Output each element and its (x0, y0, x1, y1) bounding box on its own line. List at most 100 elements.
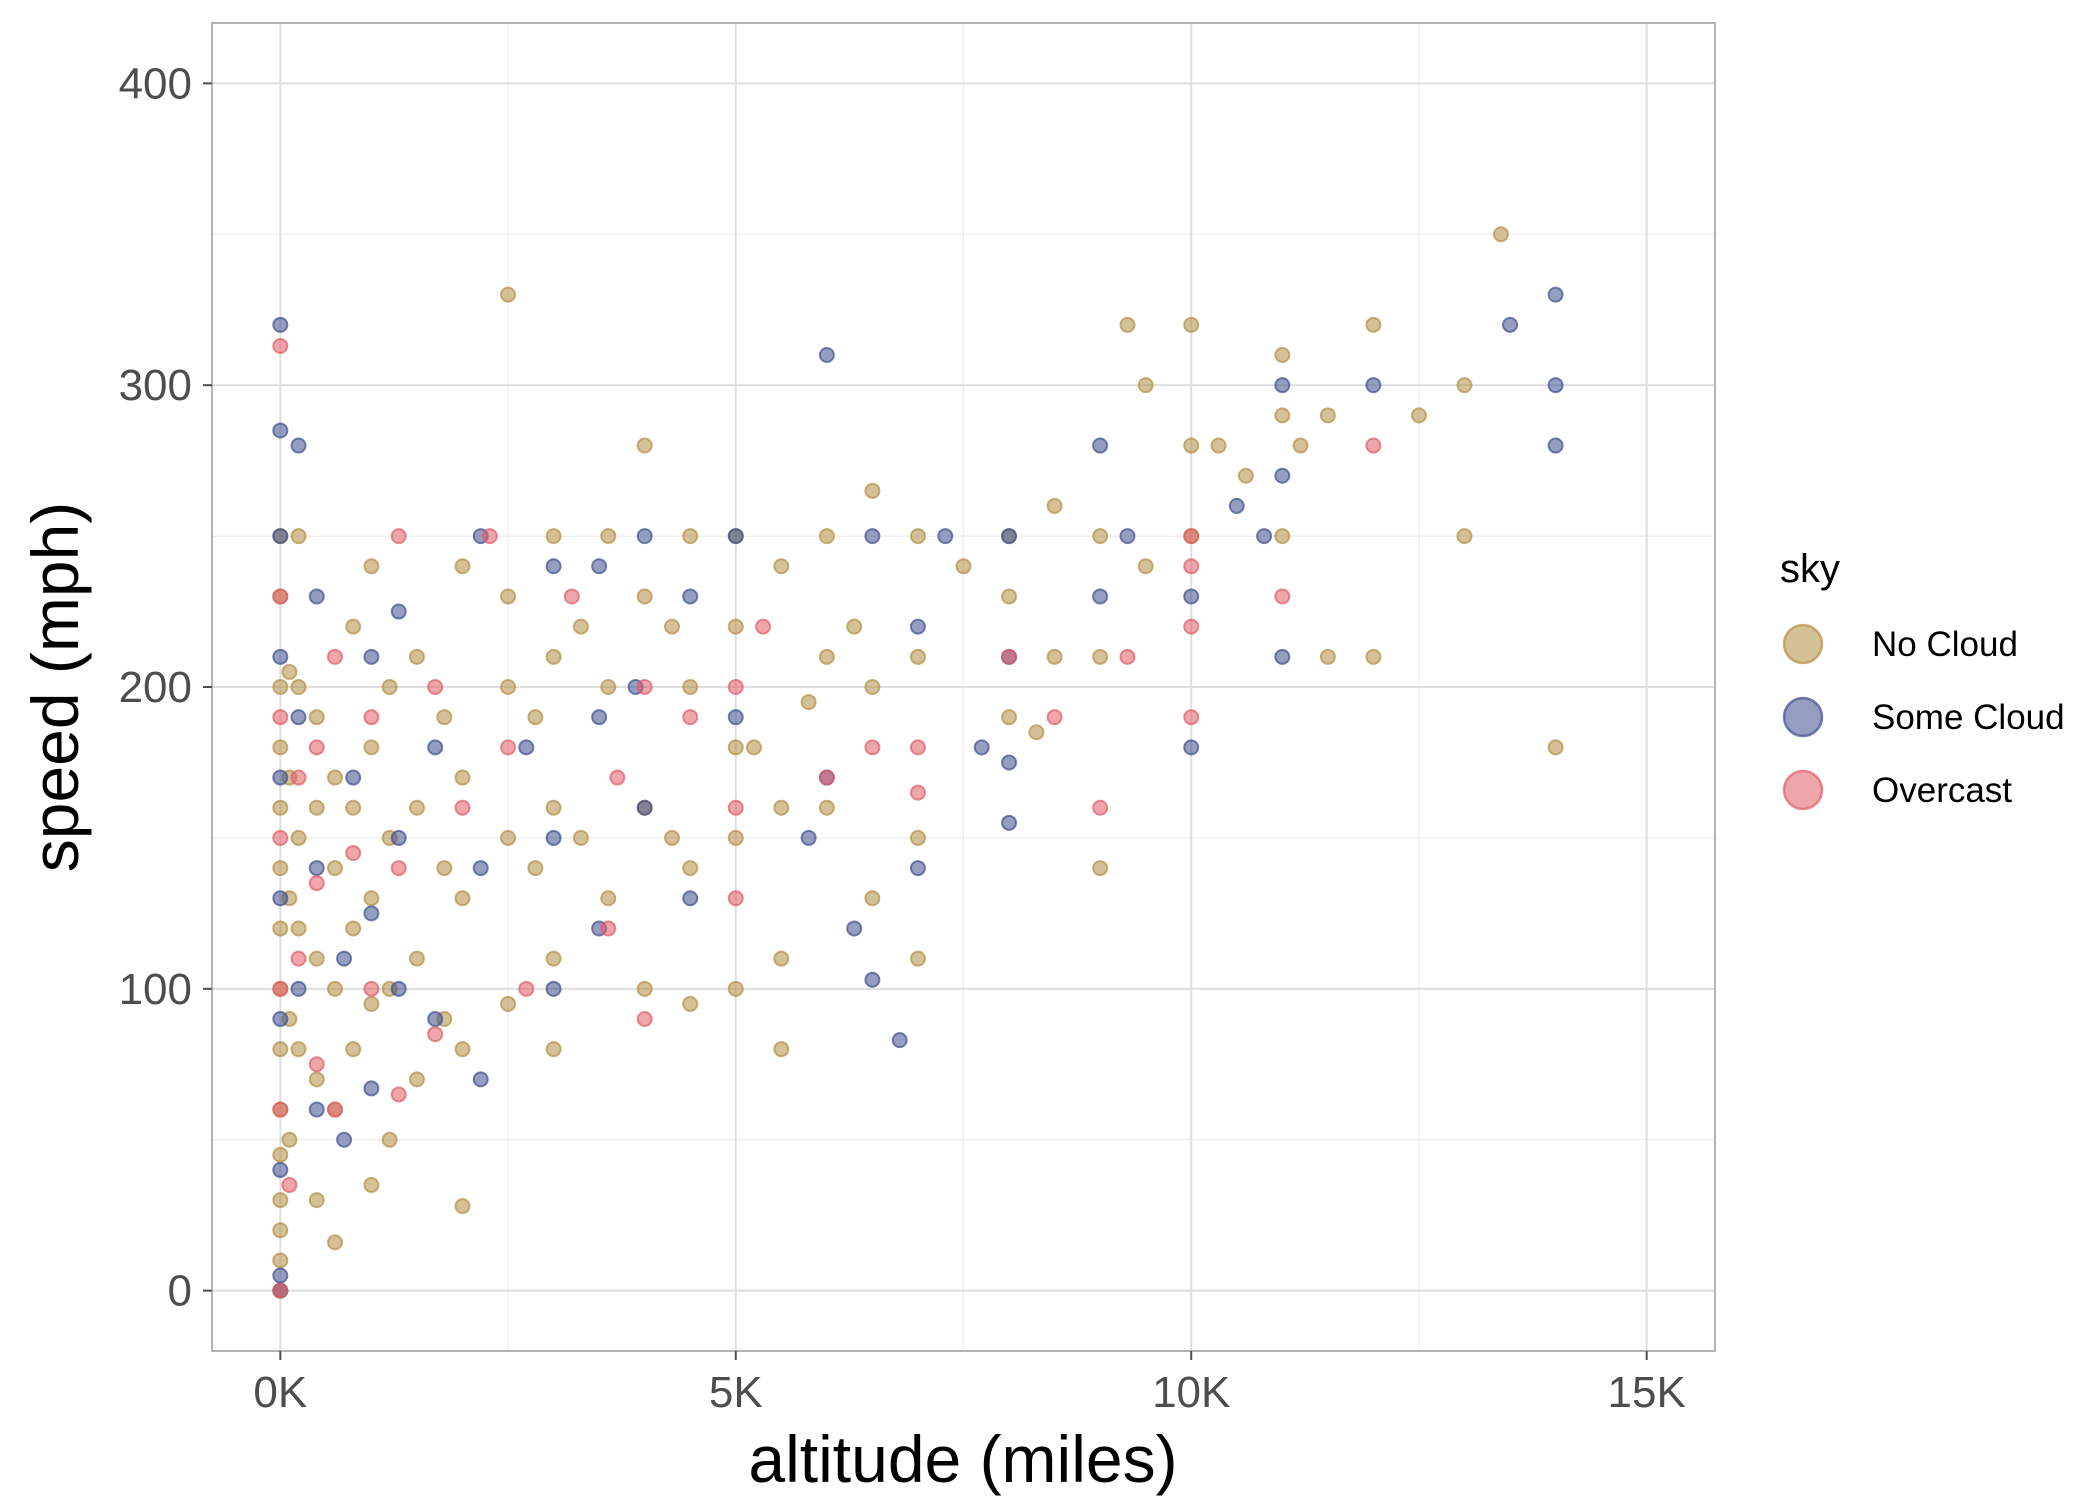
data-point (682, 679, 699, 695)
data-point (909, 829, 926, 846)
data-point (727, 799, 744, 816)
data-point (500, 829, 517, 846)
y-tick-label: 100 (119, 965, 192, 1014)
data-point (345, 845, 362, 861)
data-point (773, 1041, 790, 1058)
data-point (272, 588, 289, 605)
y-axis-ticks: 0 100 200 300 400 (119, 59, 212, 1316)
data-point (1210, 437, 1227, 454)
data-point (636, 588, 653, 605)
data-point (727, 618, 744, 635)
data-point (1183, 709, 1200, 726)
data-point (500, 286, 517, 303)
data-point (272, 528, 289, 545)
data-point (272, 980, 289, 997)
data-point (1137, 558, 1154, 575)
legend-key (1782, 623, 1824, 665)
data-point (472, 1071, 489, 1088)
data-point (290, 769, 307, 786)
data-point (1274, 528, 1291, 545)
data-point (1092, 799, 1109, 816)
data-point (427, 1026, 444, 1043)
data-point (664, 618, 681, 635)
data-point (326, 1234, 343, 1251)
data-point (937, 528, 954, 545)
data-point (909, 739, 926, 756)
data-point (390, 829, 407, 846)
data-point (818, 528, 835, 545)
data-point (591, 709, 608, 726)
data-point (755, 618, 772, 635)
data-point (1319, 407, 1336, 424)
data-point (272, 829, 289, 846)
data-point (1274, 407, 1291, 424)
data-point (281, 1131, 298, 1148)
data-point (600, 890, 617, 907)
data-point (272, 1192, 289, 1209)
data-point (500, 739, 517, 756)
x-tick-label: 0K (253, 1368, 307, 1417)
y-tick-label: 0 (168, 1267, 192, 1316)
data-point (390, 980, 407, 997)
data-point (846, 920, 863, 937)
data-point (1001, 528, 1018, 545)
data-point (408, 648, 425, 665)
legend: sky No Cloud Some Cloud Overcast (1780, 547, 2065, 811)
data-point (773, 558, 790, 575)
series-overcast (272, 337, 1382, 1299)
data-point (545, 558, 562, 575)
data-point (290, 709, 307, 726)
data-point (308, 1071, 325, 1088)
data-point (272, 1282, 289, 1299)
data-point (1119, 316, 1136, 333)
data-point (1028, 724, 1045, 741)
data-point (345, 618, 362, 635)
data-point (1410, 407, 1427, 424)
data-point (272, 1267, 289, 1284)
data-point (1092, 528, 1109, 545)
data-point (272, 316, 289, 333)
data-point (909, 950, 926, 967)
data-point (545, 1041, 562, 1058)
data-point (500, 679, 517, 695)
data-point (636, 528, 653, 545)
data-point (1001, 754, 1018, 771)
data-point (290, 437, 307, 454)
data-point (308, 709, 325, 726)
data-point (408, 1071, 425, 1088)
legend-title: sky (1780, 547, 1840, 591)
data-point (454, 1198, 471, 1215)
data-point (682, 860, 699, 877)
data-point (363, 890, 380, 907)
data-point (272, 1161, 289, 1178)
legend-label: Some Cloud (1872, 698, 2065, 737)
data-point (272, 679, 289, 695)
data-point (1365, 437, 1382, 454)
data-point (290, 679, 307, 695)
data-point (1001, 814, 1018, 831)
data-point (1183, 558, 1200, 575)
data-point (1547, 739, 1564, 756)
data-point (1183, 739, 1200, 756)
data-point (563, 588, 580, 605)
data-point (290, 980, 307, 997)
data-point (427, 739, 444, 756)
data-point (454, 890, 471, 907)
data-point (682, 588, 699, 605)
data-point (609, 769, 626, 786)
data-point (773, 799, 790, 816)
data-point (390, 860, 407, 877)
data-point (408, 799, 425, 816)
data-point (864, 482, 881, 499)
data-point (272, 709, 289, 726)
data-point (1092, 648, 1109, 665)
data-point (290, 829, 307, 846)
data-point (909, 528, 926, 545)
data-point (308, 1101, 325, 1118)
data-point (864, 971, 881, 988)
data-point (281, 1177, 298, 1193)
data-point (1274, 347, 1291, 363)
data-point (408, 950, 425, 967)
data-point (427, 1011, 444, 1027)
